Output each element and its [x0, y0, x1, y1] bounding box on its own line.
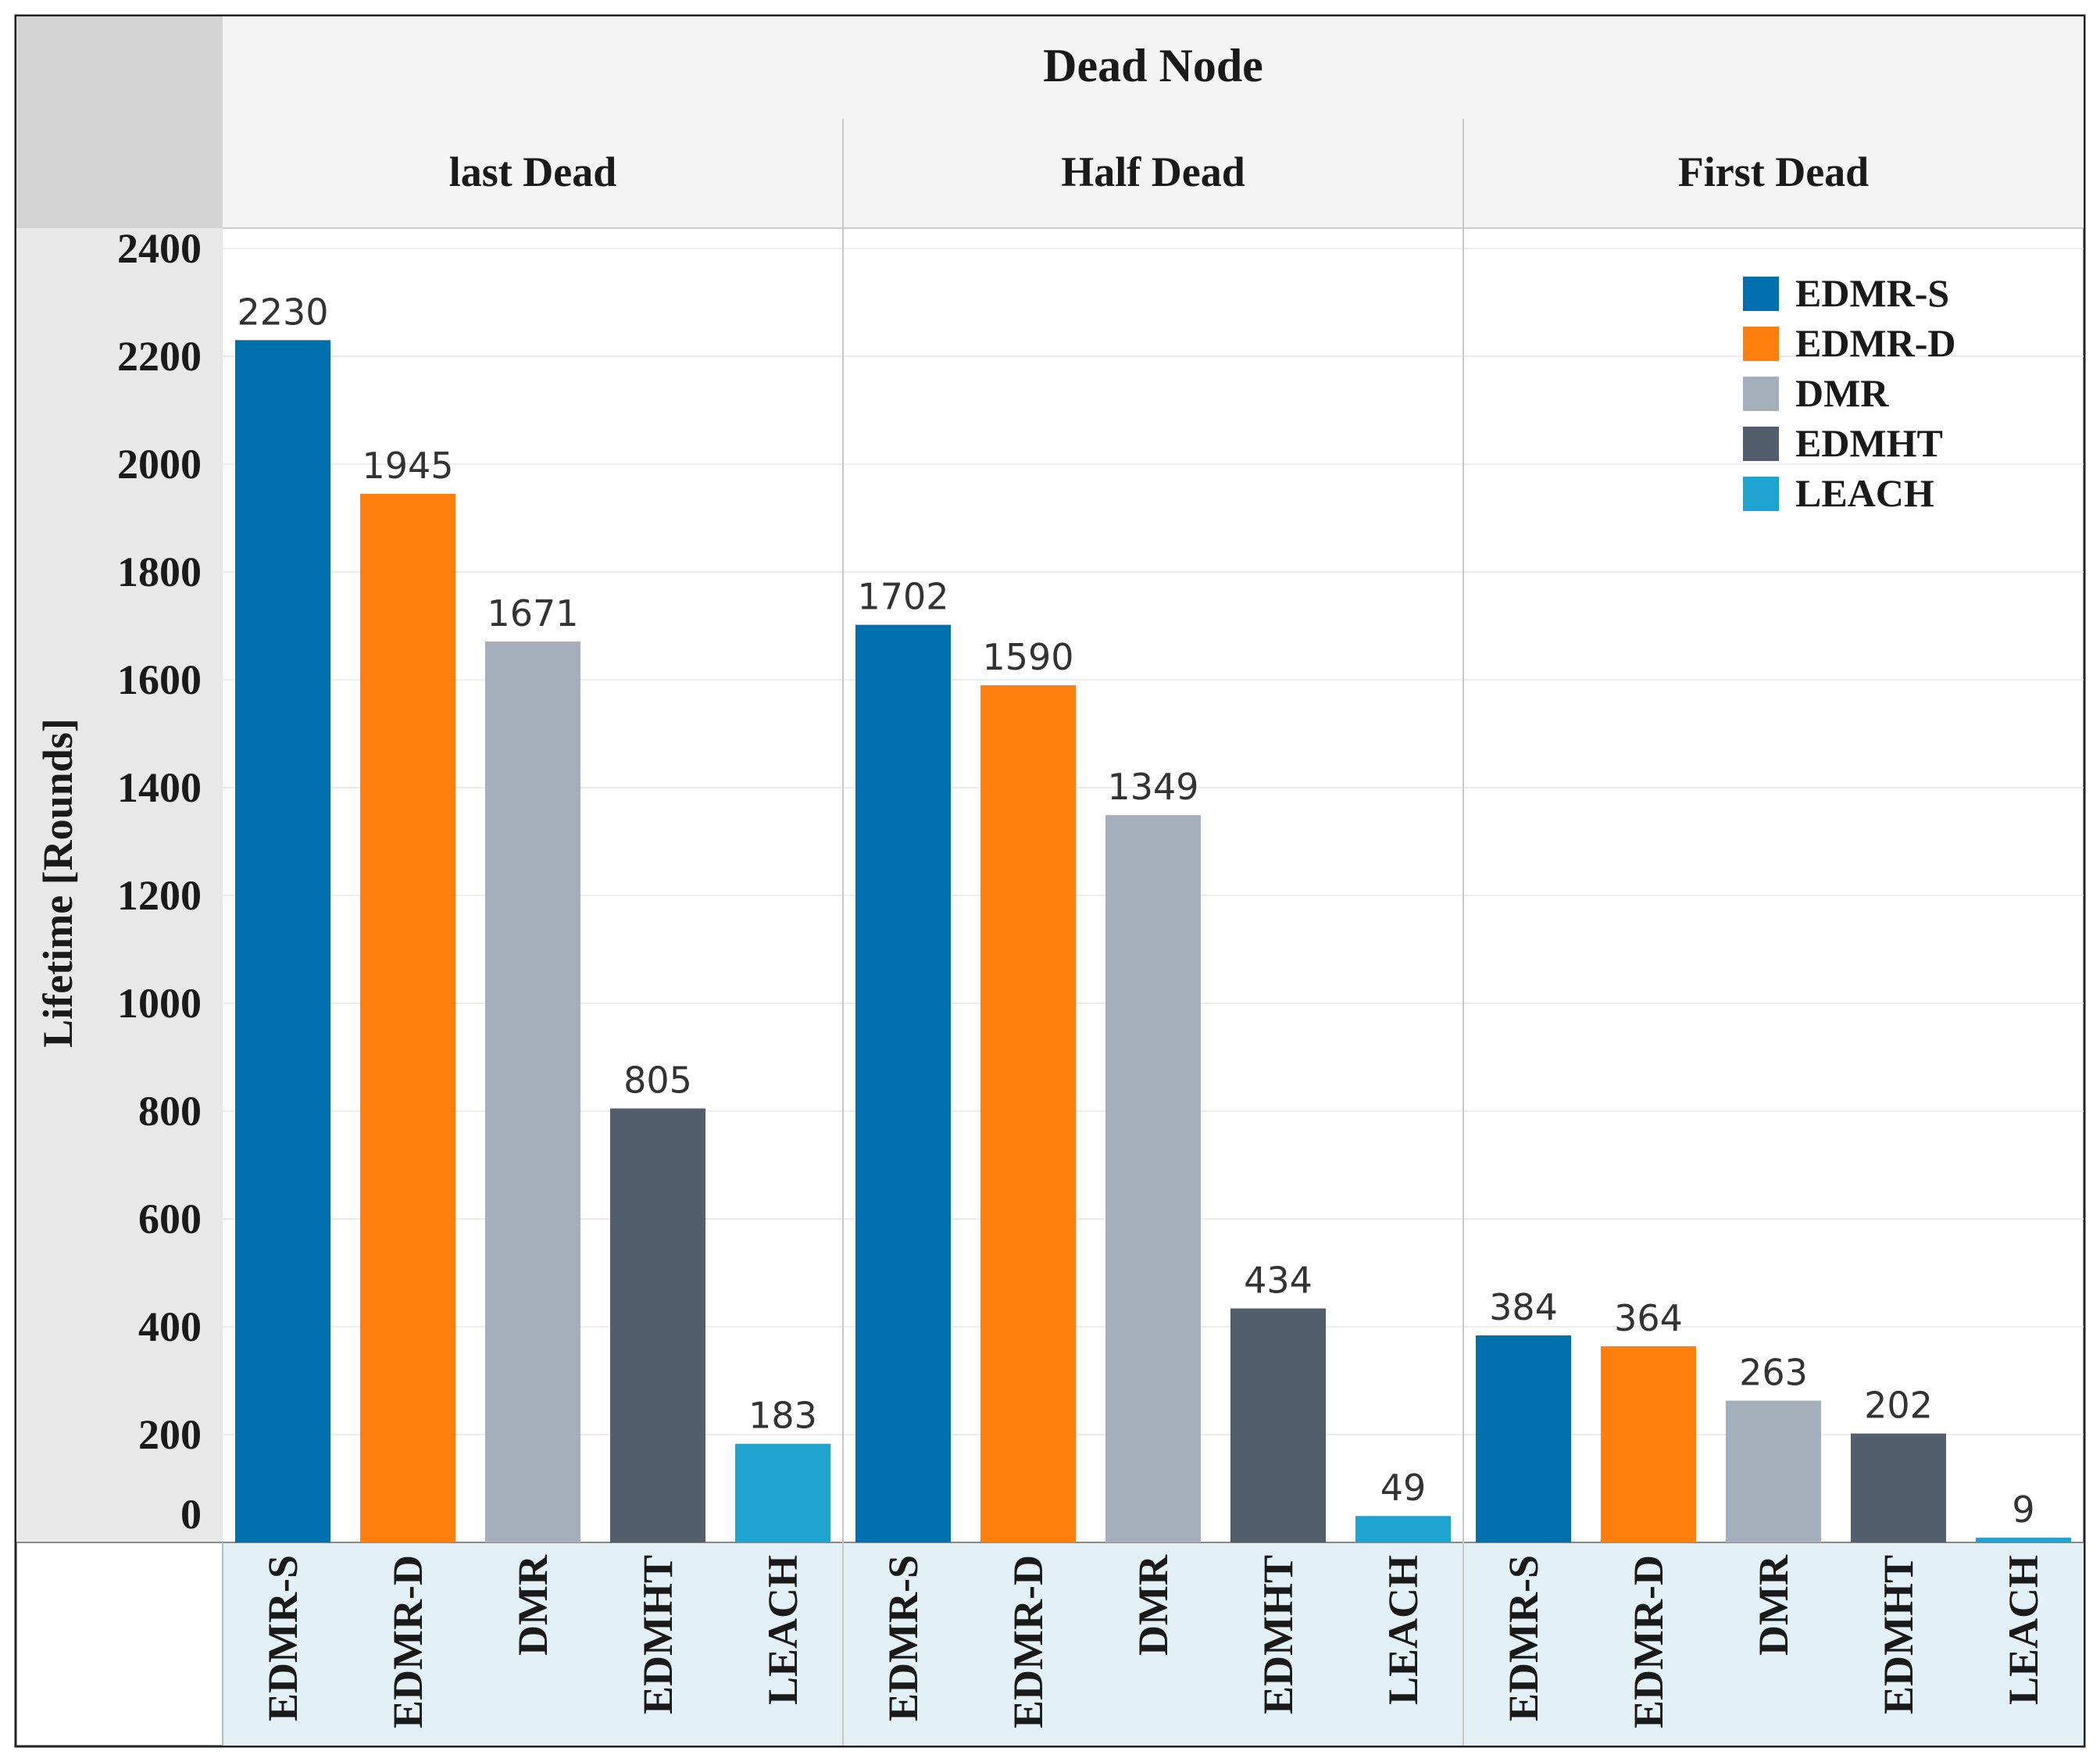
legend-label-edmr-s: EDMR-S — [1795, 271, 1949, 315]
x-tick-label: DMR — [1750, 1554, 1797, 1656]
y-tick-label: 1000 — [117, 980, 202, 1027]
data-label: 2230 — [237, 291, 328, 333]
x-tick-label: LEACH — [759, 1555, 806, 1705]
group-header-first-dead: First Dead — [1678, 148, 1869, 195]
corner-panel — [16, 16, 223, 228]
legend-label-dmr: DMR — [1795, 371, 1889, 415]
bar-first-dead-dmr — [1726, 1400, 1821, 1542]
legend-label-edmht: EDMHT — [1795, 421, 1943, 465]
bar-first-dead-edmr-s — [1476, 1335, 1571, 1542]
bar-last-dead-dmr — [485, 642, 580, 1542]
data-label: 384 — [1489, 1286, 1558, 1328]
x-tick-label: EDMR-S — [259, 1555, 306, 1721]
bar-half-dead-edmr-s — [855, 624, 951, 1542]
bar-half-dead-edmht — [1230, 1308, 1326, 1542]
group-header-layer: last Dead Half Dead First Dead — [449, 148, 1869, 195]
x-tick-label: EDMR-D — [1005, 1555, 1052, 1728]
y-tick-label: 800 — [138, 1088, 202, 1135]
legend-label-leach: LEACH — [1795, 471, 1934, 515]
bar-last-dead-edmht — [610, 1108, 705, 1542]
y-axis-label: Lifetime [Rounds] — [34, 718, 81, 1047]
bar-first-dead-edmht — [1851, 1433, 1946, 1542]
legend-swatch-edmht — [1743, 427, 1779, 461]
divider-layer — [842, 119, 1464, 1746]
data-label: 434 — [1244, 1260, 1312, 1302]
legend-swatch-edmr-d — [1743, 327, 1779, 361]
bar-last-dead-leach — [735, 1443, 830, 1542]
x-tick-label: DMR — [509, 1554, 556, 1656]
legend-swatch-dmr — [1743, 377, 1779, 411]
x-tick-label: EDMR-D — [1625, 1555, 1672, 1728]
data-label: 1671 — [487, 592, 578, 634]
data-label-layer: 2230 1945 1671 805 183 1702 1590 1349 434 49 384 36… — [237, 291, 2034, 1530]
y-tick-label: 2000 — [117, 441, 202, 488]
x-tick-label: EDMHT — [634, 1555, 681, 1714]
data-label: 364 — [1614, 1297, 1683, 1339]
group-header-half-dead: Half Dead — [1061, 148, 1245, 195]
data-label: 9 — [2012, 1489, 2034, 1531]
legend-label-edmr-d: EDMR-D — [1795, 321, 1956, 365]
bar-half-dead-edmr-d — [980, 684, 1076, 1542]
data-label: 1349 — [1107, 766, 1198, 808]
y-tick-label: 400 — [138, 1303, 202, 1350]
header-panel — [223, 16, 2084, 228]
x-tick-label: EDMHT — [1255, 1555, 1302, 1714]
y-tick-label: 600 — [138, 1196, 202, 1242]
x-tick-label: EDMHT — [1875, 1555, 1922, 1714]
bar-first-dead-leach — [1976, 1537, 2071, 1542]
y-tick-label: 0 — [180, 1491, 202, 1538]
data-label: 1702 — [857, 576, 948, 618]
y-tick-label: 2400 — [117, 225, 202, 272]
bar-first-dead-edmr-d — [1601, 1346, 1696, 1542]
bar-layer — [235, 340, 2071, 1543]
data-label: 805 — [623, 1060, 692, 1102]
data-label: 183 — [748, 1395, 817, 1437]
data-label: 1590 — [982, 636, 1073, 678]
legend-swatch-leach — [1743, 477, 1779, 511]
y-tick-label: 200 — [138, 1411, 202, 1458]
x-tick-label: EDMR-S — [880, 1555, 927, 1721]
bar-last-dead-edmr-s — [235, 340, 330, 1542]
data-label: 49 — [1380, 1467, 1427, 1509]
y-tick-label: 1800 — [117, 549, 202, 595]
legend: EDMR-S EDMR-D DMR EDMHT LEACH — [1743, 271, 1956, 515]
group-header-last-dead: last Dead — [449, 148, 617, 195]
x-tick-label: LEACH — [2000, 1555, 2047, 1705]
bar-last-dead-edmr-d — [360, 493, 455, 1543]
y-axis-ticks: 0 200 400 600 800 1000 1200 1400 1600 1800 2000 220… — [117, 225, 202, 1538]
legend-swatch-edmr-s — [1743, 277, 1779, 311]
x-axis-ticks: EDMR-S EDMR-D DMR EDMHT LEACH EDMR-S EDMR-D DMR… — [259, 1554, 2047, 1728]
data-label: 1945 — [362, 445, 453, 487]
bar-half-dead-dmr — [1105, 815, 1201, 1542]
y-tick-label: 1600 — [117, 656, 202, 703]
x-tick-label: LEACH — [1380, 1555, 1427, 1705]
y-tick-label: 1400 — [117, 764, 202, 811]
x-tick-label: DMR — [1130, 1554, 1177, 1656]
bar-half-dead-leach — [1355, 1516, 1451, 1542]
data-label: 202 — [1864, 1385, 1933, 1427]
y-tick-label: 1200 — [117, 872, 202, 919]
y-tick-label: 2200 — [117, 333, 202, 380]
x-tick-label: EDMR-S — [1500, 1555, 1547, 1721]
chart-title: Dead Node — [1043, 40, 1263, 91]
y-axis-panel — [16, 228, 223, 1542]
x-axis-panel — [223, 1542, 2084, 1746]
data-label: 263 — [1739, 1352, 1808, 1394]
x-tick-label: EDMR-D — [384, 1555, 431, 1728]
